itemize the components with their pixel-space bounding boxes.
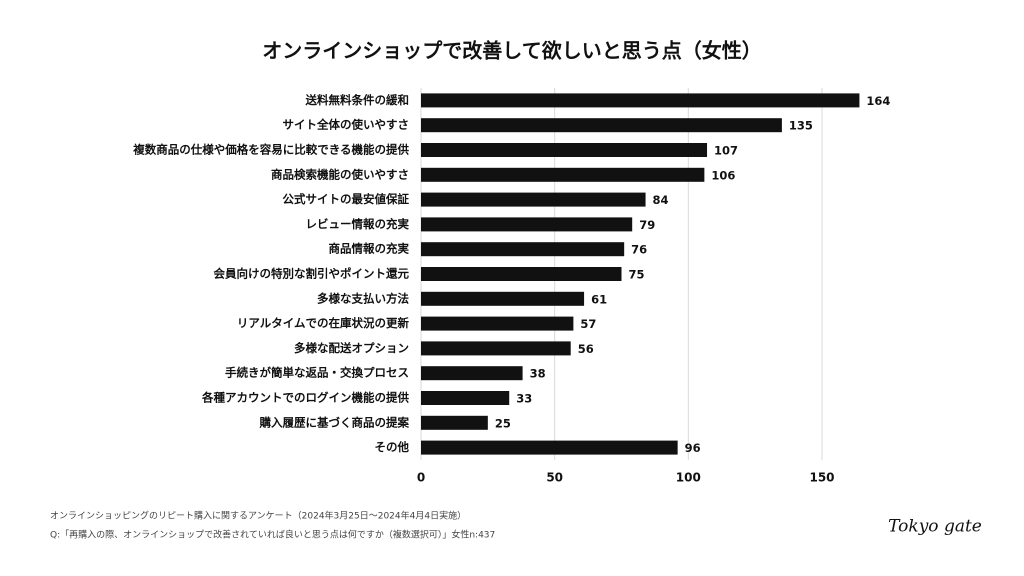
y-tick-label: その他 <box>375 440 410 454</box>
bar <box>421 242 625 257</box>
value-label: 56 <box>578 342 594 356</box>
bar <box>421 415 488 430</box>
value-label: 25 <box>495 416 511 430</box>
bar <box>421 316 574 331</box>
value-label: 106 <box>711 168 735 182</box>
source-note: オンラインショッピングのリピート購入に関するアンケート（2024年3月25日〜2… <box>50 510 466 522</box>
bar <box>421 93 860 108</box>
bar <box>421 440 678 455</box>
y-tick-label: 商品検索機能の使いやすさ <box>271 167 409 181</box>
value-label: 76 <box>631 243 647 257</box>
y-tick-label: 多様な配送オプション <box>294 341 409 355</box>
y-tick-label: 公式サイトの最安値保証 <box>283 192 410 206</box>
bar <box>421 366 523 381</box>
value-label: 84 <box>653 193 669 207</box>
bar <box>421 267 622 281</box>
bar <box>421 167 705 182</box>
value-label: 75 <box>629 268 645 282</box>
bar <box>421 341 571 356</box>
bar <box>421 118 782 133</box>
y-tick-label: 購入履歴に基づく商品の提案 <box>259 415 410 429</box>
chart-title: オンラインショップで改善して欲しいと思う点（女性） <box>262 39 761 63</box>
bar <box>421 217 633 232</box>
y-tick-label: 商品情報の充実 <box>329 242 410 256</box>
brand-logo: Tokyo gate <box>888 517 982 537</box>
x-tick-label: 0 <box>417 471 425 485</box>
bar <box>421 291 585 306</box>
value-label: 135 <box>789 119 813 133</box>
value-label: 38 <box>530 367 546 381</box>
x-tick-label: 100 <box>676 471 701 485</box>
value-label: 107 <box>714 144 738 158</box>
value-label: 96 <box>685 441 701 455</box>
y-tick-label: レビュー情報の充実 <box>306 217 410 231</box>
y-tick-label: 各種アカウントでのログイン機能の提供 <box>201 391 409 405</box>
x-tick-label: 50 <box>546 471 563 485</box>
bar <box>421 143 708 157</box>
y-tick-label: 手続きが簡単な返品・交換プロセス <box>225 366 409 380</box>
x-tick-label: 150 <box>809 471 834 485</box>
y-tick-label: 複数商品の仕様や価格を容易に比較できる機能の提供 <box>132 143 409 157</box>
value-label: 79 <box>639 218 655 232</box>
value-label: 61 <box>591 292 607 306</box>
value-label: 57 <box>580 317 596 331</box>
question-note: Q:「再購入の際、オンラインショップで改善されていれば良いと思う点は何ですか（複… <box>50 529 495 541</box>
y-tick-label: 多様な支払い方法 <box>317 291 409 305</box>
y-tick-label: サイト全体の使いやすさ <box>283 118 410 132</box>
bar <box>421 391 510 405</box>
bar <box>421 192 646 207</box>
y-tick-label: 送料無料条件の緩和 <box>305 93 410 107</box>
y-tick-label: 会員向けの特別な割引やポイント還元 <box>213 267 410 281</box>
value-label: 33 <box>516 392 532 406</box>
value-label: 164 <box>866 94 890 108</box>
y-tick-label: リアルタイムでの在庫状況の更新 <box>237 316 410 330</box>
